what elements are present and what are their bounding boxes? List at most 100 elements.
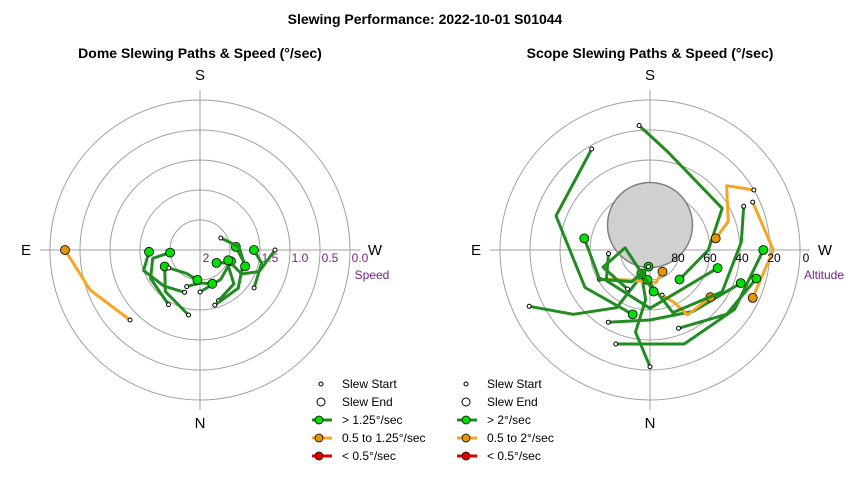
dome-slew-path bbox=[252, 248, 264, 290]
dome-polar-grid bbox=[40, 90, 360, 410]
dome-slew-path bbox=[226, 248, 277, 276]
scope-slew-start-marker bbox=[589, 146, 595, 152]
dome-slew-end-marker bbox=[144, 246, 154, 257]
legend-slow-label: < 0.5°/sec bbox=[487, 449, 541, 463]
scope-radial-tick: 40 bbox=[735, 251, 749, 265]
scope-slew-start-marker bbox=[606, 251, 611, 257]
legend-fast-marker bbox=[314, 415, 324, 425]
dome-slew-start-marker bbox=[251, 285, 257, 291]
scope-slew-end-marker bbox=[758, 245, 769, 255]
scope-radial-tick: 80 bbox=[671, 251, 685, 265]
scope-slew-start-marker bbox=[526, 303, 532, 309]
scope-slew-end-marker bbox=[710, 233, 721, 244]
scope-slew-start-marker bbox=[646, 264, 651, 270]
scope-slew-path bbox=[582, 236, 650, 284]
scope-radial-tick: 20 bbox=[767, 251, 781, 265]
scope-legend: Slew Start Slew End > 2°/sec 0.5 to 2°/s… bbox=[457, 377, 554, 463]
dome-slew-end-marker bbox=[223, 255, 234, 266]
scope-panel-title: Scope Slewing Paths & Speed (°/sec) bbox=[527, 45, 774, 61]
dome-slew-start-marker bbox=[166, 265, 172, 271]
scope-slew-path bbox=[606, 281, 743, 324]
scope-slew-end-marker bbox=[648, 286, 659, 297]
scope-compass-bottom: N bbox=[645, 415, 656, 432]
scope-slew-start-marker bbox=[751, 187, 757, 193]
dome-slew-end-marker bbox=[165, 247, 176, 258]
legend-end-label: Slew End bbox=[342, 395, 393, 409]
scope-slew-start-marker bbox=[750, 199, 756, 205]
dome-radial-axis-label: Speed bbox=[355, 268, 390, 282]
scope-slew-path bbox=[634, 272, 652, 369]
scope-slew-path bbox=[554, 147, 635, 316]
dome-slew-path bbox=[215, 261, 236, 303]
scope-slew-path bbox=[645, 204, 746, 315]
scope-slew-end-marker bbox=[674, 274, 685, 285]
scope-slew-path bbox=[637, 124, 724, 281]
dome-slew-start-marker bbox=[184, 284, 190, 290]
scope-slew-paths bbox=[526, 123, 775, 370]
legend-mid-label: 0.5 to 2°/sec bbox=[487, 431, 554, 445]
scope-slew-start-marker bbox=[625, 286, 630, 292]
scope-slew-path bbox=[604, 252, 720, 310]
dome-slew-end-marker bbox=[240, 261, 251, 272]
dome-radial-tick: 1.0 bbox=[292, 251, 309, 265]
scope-slew-start-marker bbox=[676, 325, 681, 331]
dome-slew-path bbox=[219, 236, 247, 268]
legend-mid-marker bbox=[314, 433, 324, 443]
legend-slow-marker bbox=[314, 451, 324, 461]
dome-slew-end-marker bbox=[207, 278, 218, 289]
dome-slew-start-marker bbox=[212, 302, 218, 308]
scope-slew-start-marker bbox=[613, 341, 619, 347]
scope-slew-end-marker bbox=[579, 233, 590, 244]
scope-slew-start-marker bbox=[741, 203, 747, 209]
legend-fast-label: > 1.25°/sec bbox=[342, 413, 403, 427]
dome-slew-end-marker bbox=[211, 257, 222, 268]
dome-slew-end-marker bbox=[249, 245, 259, 255]
dome-panel-title: Dome Slewing Paths & Speed (°/sec) bbox=[78, 45, 322, 61]
dome-slew-path bbox=[149, 251, 172, 307]
dome-panel: Dome Slewing Paths & Speed (°/sec) S E W… bbox=[21, 45, 426, 463]
scope-slew-path bbox=[601, 246, 656, 293]
scope-slew-path bbox=[614, 248, 765, 346]
scope-slew-end-marker bbox=[735, 278, 746, 289]
dome-legend: Slew Start Slew End > 1.25°/sec 0.5 to 1… bbox=[312, 377, 426, 463]
dome-slew-paths bbox=[60, 235, 278, 323]
dome-compass-bottom: N bbox=[195, 415, 206, 432]
legend-start-label: Slew Start bbox=[342, 377, 397, 391]
legend-start-label: Slew Start bbox=[487, 377, 542, 391]
legend-end-marker bbox=[316, 397, 326, 407]
dome-slew-end-marker bbox=[60, 245, 70, 255]
legend-start-marker bbox=[463, 381, 469, 387]
legend-fast-label: > 2°/sec bbox=[487, 413, 531, 427]
scope-slew-path bbox=[714, 184, 756, 240]
legend-slow-marker bbox=[461, 451, 471, 461]
legend-mid-label: 0.5 to 1.25°/sec bbox=[342, 431, 426, 445]
dome-slew-path bbox=[163, 265, 190, 317]
dome-compass-right: W bbox=[368, 242, 383, 259]
dome-slew-start-marker bbox=[166, 302, 171, 308]
dome-slew-start-marker bbox=[197, 289, 203, 295]
scope-radial-tick: 0 bbox=[803, 251, 810, 265]
scope-compass-top: S bbox=[645, 67, 655, 84]
dome-radial-tick: 0.0 bbox=[352, 251, 369, 265]
scope-slew-end-marker bbox=[747, 292, 758, 303]
scope-slew-end-marker bbox=[657, 266, 668, 277]
legend-start-marker bbox=[318, 381, 324, 387]
dome-radial-tick: 2 bbox=[203, 251, 210, 265]
scope-panel: Scope Slewing Paths & Speed (°/sec) S E … bbox=[457, 45, 844, 463]
dome-slew-path bbox=[63, 248, 132, 322]
scope-radial-axis-label: Altitude bbox=[804, 268, 844, 282]
dome-slew-start-marker bbox=[127, 317, 133, 323]
scope-compass-left: E bbox=[471, 242, 481, 259]
legend-fast-marker bbox=[461, 415, 471, 425]
legend-end-marker bbox=[461, 397, 471, 407]
legend-mid-marker bbox=[461, 433, 471, 443]
dome-slew-start-marker bbox=[182, 289, 188, 295]
figure-title: Slewing Performance: 2022-10-01 S01044 bbox=[288, 11, 563, 27]
scope-radial-ticks: 80 60 40 20 0 Altitude bbox=[671, 251, 844, 282]
scope-slew-start-marker bbox=[636, 123, 642, 128]
scope-slew-end-marker bbox=[712, 263, 723, 274]
dome-slew-start-marker bbox=[186, 312, 191, 318]
scope-slew-end-marker bbox=[751, 273, 762, 284]
dome-slew-end-marker bbox=[192, 274, 203, 285]
